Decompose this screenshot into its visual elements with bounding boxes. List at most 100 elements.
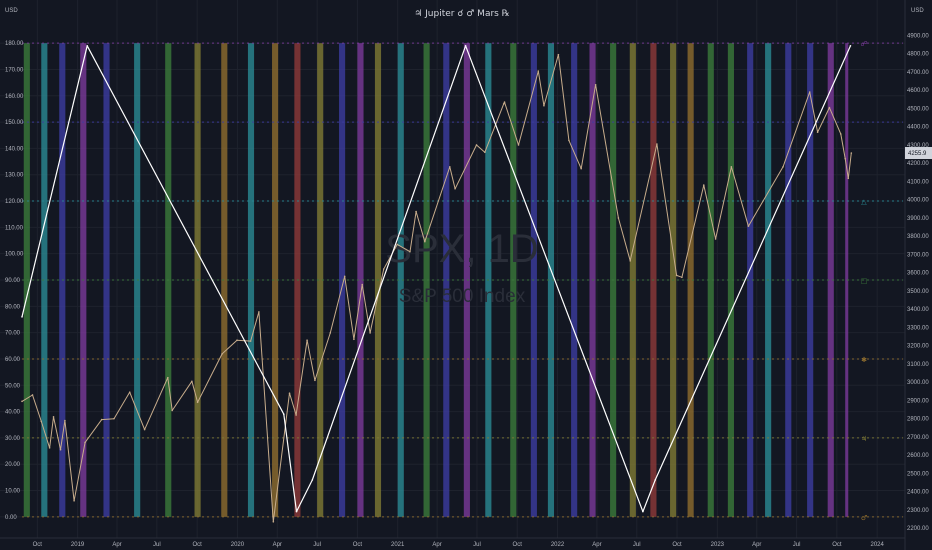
price-point <box>580 167 582 170</box>
price-point <box>272 520 275 523</box>
right-axis-tick-label: 4800.00 <box>907 52 929 58</box>
price-point <box>113 417 115 420</box>
price-point <box>84 441 86 444</box>
aspect-glyph: □ <box>861 277 868 285</box>
right-axis-tick-label: 3900.00 <box>907 216 929 222</box>
price-point <box>415 210 417 213</box>
x-axis-tick-label: Oct <box>192 542 202 548</box>
price-point <box>543 104 545 107</box>
left-axis-tick-label: 0.00 <box>5 515 17 521</box>
series <box>21 44 853 523</box>
right-axis-tick-label: 4300.00 <box>907 143 929 149</box>
price-point <box>808 91 811 93</box>
aspect-band <box>845 43 849 517</box>
left-axis-tick-label: 150.00 <box>5 120 24 126</box>
right-axis-tick-label: 4600.00 <box>907 88 929 94</box>
price-point <box>656 143 658 145</box>
right-axis-tick-label: 3300.00 <box>907 325 929 331</box>
right-axis-tick-label: 2700.00 <box>907 435 929 441</box>
aspect-glyph: ✱ <box>861 356 867 364</box>
price-point <box>502 103 505 105</box>
x-axis-tick-label: Jul <box>793 542 801 548</box>
left-axis-tick-label: 10.00 <box>5 489 21 495</box>
price-point <box>314 379 316 382</box>
price-point <box>249 340 252 342</box>
right-axis-tick-label: 3700.00 <box>907 252 929 258</box>
right-axis-tick-label: 2300.00 <box>907 508 929 514</box>
x-axis-tick-label: 2019 <box>71 542 85 548</box>
right-axis-tick-label: 2900.00 <box>907 398 929 404</box>
left-axis-unit: USD <box>5 8 18 14</box>
price-point <box>100 418 103 421</box>
price-point <box>21 400 23 403</box>
price-point <box>295 414 297 416</box>
right-axis-tick-label: 4000.00 <box>907 198 929 204</box>
price-point <box>258 311 260 313</box>
right-axis-tick-label: 4100.00 <box>907 179 929 185</box>
x-axis-tick-label: Oct <box>672 542 682 548</box>
price-point <box>537 70 540 72</box>
aspect-point <box>311 479 314 481</box>
aspect-point <box>849 44 852 47</box>
price-point <box>454 187 456 190</box>
aspect-point <box>654 479 656 481</box>
aspect-glyph: ♂ <box>861 514 867 522</box>
price-point <box>702 184 705 186</box>
aspect-point <box>283 413 285 416</box>
x-axis-tick-label: Apr <box>112 542 121 548</box>
price-point <box>236 339 238 342</box>
price-point <box>143 428 146 431</box>
x-axis-background <box>0 538 932 550</box>
right-axis-tick-label: 2200.00 <box>907 526 929 532</box>
watermark-symbol: SPX, 1D <box>385 227 538 271</box>
aspect-point <box>642 510 644 513</box>
aspect-glyph: △ <box>861 198 867 206</box>
price-point <box>850 152 853 154</box>
right-axis-tick-label: 3200.00 <box>907 344 929 350</box>
last-price-badge <box>905 147 932 160</box>
price-point <box>196 401 199 404</box>
right-axis-tick-label: 4400.00 <box>907 125 929 131</box>
price-point <box>730 166 733 168</box>
left-axis-tick-label: 80.00 <box>5 304 21 310</box>
price-point <box>64 419 66 422</box>
right-axis-tick-label: 2500.00 <box>907 471 929 477</box>
price-point <box>167 376 169 379</box>
aspect-glyph: ☍ <box>860 40 867 48</box>
x-axis-tick-label: 2024 <box>870 542 884 548</box>
price-point <box>847 177 850 180</box>
price-point <box>517 144 520 146</box>
right-axis-tick-label: 3500.00 <box>907 289 929 295</box>
price-series-line <box>21 54 852 523</box>
price-point <box>503 101 506 103</box>
right-axis-tick-label: 4700.00 <box>907 70 929 76</box>
price-point <box>396 243 399 246</box>
right-axis-tick-label: 2600.00 <box>907 453 929 459</box>
x-axis-tick-label: Jul <box>313 542 321 548</box>
price-point <box>128 391 131 394</box>
aspect-band <box>272 43 279 517</box>
right-axis-tick-label: 3600.00 <box>907 271 929 277</box>
price-point <box>675 274 678 277</box>
aspect-point <box>21 316 23 318</box>
right-axis-tick-label: 4200.00 <box>907 161 929 167</box>
price-point <box>52 416 55 418</box>
right-axis-background <box>905 0 932 550</box>
left-axis-tick-label: 110.00 <box>5 225 24 231</box>
chart-title: ♃ Jupiter ☌ ♂ Mars ℞ <box>414 9 510 19</box>
aspect-band <box>423 43 430 517</box>
x-axis-tick-label: 2021 <box>391 542 405 548</box>
price-point <box>171 409 173 412</box>
left-axis-tick-label: 50.00 <box>5 383 21 389</box>
x-axis-tick-label: Jul <box>633 542 641 548</box>
price-point <box>557 53 560 56</box>
aspect-band <box>687 43 694 517</box>
aspect-band <box>547 43 555 517</box>
aspect-levels: ♂ ♃ ✱ □ △ ☍ <box>22 40 903 522</box>
x-axis-tick-label: Apr <box>273 542 282 548</box>
x-axis-tick-label: Jul <box>153 542 161 548</box>
price-point <box>475 144 478 146</box>
right-axis-tick-label: 3800.00 <box>907 234 929 240</box>
